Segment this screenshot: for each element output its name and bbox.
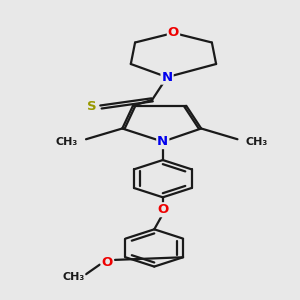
Text: O: O	[168, 26, 179, 39]
Text: O: O	[157, 203, 168, 216]
Text: N: N	[161, 70, 172, 84]
Text: S: S	[87, 100, 96, 113]
Text: O: O	[102, 256, 113, 269]
Text: CH₃: CH₃	[245, 136, 268, 147]
Text: CH₃: CH₃	[62, 272, 84, 282]
Text: N: N	[157, 135, 168, 148]
Text: CH₃: CH₃	[56, 136, 78, 147]
